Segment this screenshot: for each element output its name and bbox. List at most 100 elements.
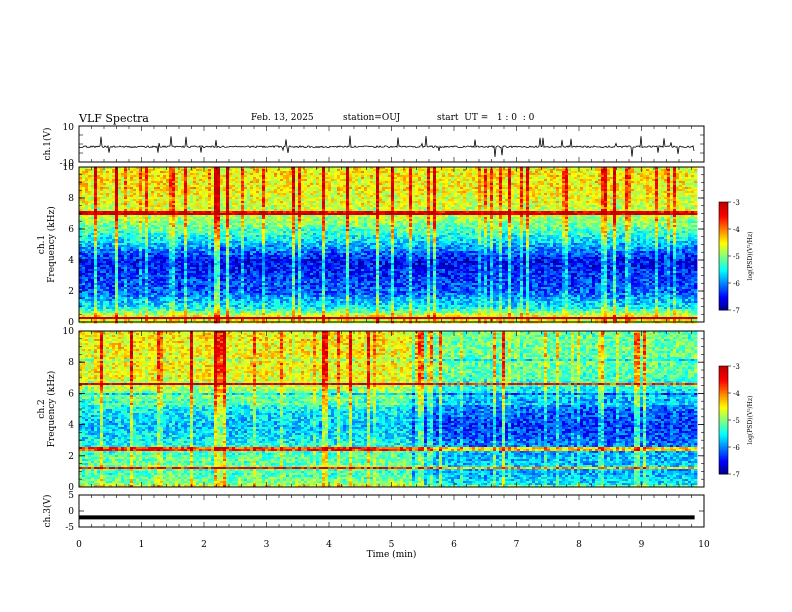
ch1-spectrogram-colorbar-cell [719,286,728,289]
ch2-spectrogram-colorbar-cell [719,384,728,387]
ch1-spectrogram-heatmap [79,167,698,324]
ch1-spectrogram-colorbar-cell [719,290,728,293]
ch2-spectrogram-colorbar-cell [719,402,728,405]
ch2-spectrogram-colorbar-cell [719,427,728,430]
ch1-spectrogram-colorbar-cell [719,216,728,219]
ch2-spectrogram-colorbar-cell [719,448,728,452]
ch2-spectrogram-colorbar-cell [719,375,728,378]
ch1-spectrogram-colorbar-cell [719,263,728,266]
ch1-spectrogram-colorbar-cell [719,268,728,271]
ch2-spectrogram-colorbar-cell [719,366,728,369]
ch1-spectrogram-colorbar-cell [719,232,728,235]
ch2-spectrogram-colorbar-cell [719,441,728,444]
ch3-ytick-label: 0 [68,507,74,517]
ch2-spectrogram-colorbar-cell [719,373,728,376]
ch1-spectrogram-colorbar-cell [719,279,728,282]
ch2-spectrogram-colorbar-cell [719,447,728,450]
ch1-spectrogram-colorbar-cell [719,225,728,228]
ch1-spectrogram-colorbar-cell [719,299,728,302]
ch1-spectrogram-colorbar-cell [719,254,728,257]
ch1-spectrogram-colorbar-cell [719,277,728,280]
ch1-spectrogram-colorbar-cell [719,229,728,232]
ch3-waveform-ylabel: ch.3(V) [42,495,53,528]
ch1-spectrogram-colorbar-cell [719,223,728,226]
x-tick-label: 2 [201,540,207,550]
ch2-spectrogram-colorbar-cell [719,434,728,437]
ch1-spectrogram-colorbar-cell [719,220,728,223]
ch2-spectrogram-colorbar-cell [719,411,728,414]
ch2-spectrogram-colorbar-cell [719,463,728,466]
ch2-spectrogram-colorbar-tick-label: -4 [733,390,740,398]
ch2-spectrogram-ylabel-channel: ch.2 [37,399,47,418]
ch1-spectrogram-colorbar-cell [719,295,728,298]
ch2-spectrogram-ytick-label: 6 [68,389,74,399]
ch2-spectrogram-colorbar-tick-label: -5 [733,417,740,425]
ch1-spectrogram-ytick-label: 2 [68,287,74,297]
ch2-spectrogram-ytick-label: 2 [68,452,74,462]
ch2-spectrogram-colorbar-cell [719,387,728,390]
ch2-spectrogram-colorbar-cell [719,403,728,407]
ch2-spectrogram-colorbar-cell [719,450,728,453]
ch1-spectrogram-colorbar-cell [719,266,728,270]
ch2-spectrogram-colorbar-cell [719,393,728,396]
ch1-spectrogram-colorbar-tick-label: -6 [733,280,740,288]
ch1-spectrogram-colorbar-cell [719,250,728,253]
ch1-spectrogram-colorbar-cell [719,288,728,291]
ch2-spectrogram-colorbar-cell [719,405,728,408]
x-tick-label: 5 [389,540,395,550]
x-tick-label: 1 [139,540,145,550]
ch2-spectrogram-colorbar-cell [719,439,728,443]
ch2-spectrogram-colorbar-label: log(PSD)(V²/Hz) [747,396,754,445]
ch2-spectrogram-colorbar-cell [719,367,728,371]
ch2-spectrogram-colorbar-cell [719,438,728,441]
ch2-spectrogram-colorbar-cell [719,389,728,392]
ch1-spectrogram-colorbar-tick-label: -7 [733,307,740,315]
ch2-spectrogram-colorbar-cell [719,416,728,419]
ch1-spectrogram-colorbar-cell [719,247,728,250]
ch2-spectrogram-colorbar-cell [719,456,728,459]
ch2-spectrogram-ytick-label: 8 [68,358,74,368]
ch1-spectrogram-ytick-label: 4 [68,256,74,266]
ch1-spectrogram-ytick-label: 6 [68,225,74,235]
ch1-spectrogram-colorbar-cell [719,202,728,205]
ch1-spectrogram-colorbar-cell [719,274,728,277]
ch1-spectrogram-colorbar-cell [719,252,728,255]
x-tick-label: 3 [264,540,270,550]
x-tick-label: 7 [514,540,520,550]
station-label: station=OUJ [343,113,400,123]
ch2-spectrogram-ytick-label: 0 [68,483,74,493]
ch1-spectrogram-colorbar-cell [719,257,728,261]
ch2-spectrogram-colorbar-cell [719,425,728,428]
ch1-spectrogram-colorbar-tick-label: -3 [733,199,740,207]
ch1-spectrogram-colorbar-cell [719,203,728,207]
ch1-spectrogram-colorbar-tick-label: -4 [733,226,740,234]
ch1-spectrogram-colorbar-cell [719,214,728,217]
x-tick-label: 9 [639,540,645,550]
date-label: Feb. 13, 2025 [251,113,314,123]
ch1-spectrogram-colorbar-cell [719,211,728,214]
ch2-spectrogram-colorbar-cell [719,409,728,412]
ch1-spectrogram-colorbar-cell [719,297,728,300]
ch2-spectrogram-colorbar-cell [719,461,728,464]
ch1-spectrogram-colorbar-cell [719,248,728,252]
ch2-spectrogram-colorbar-cell [719,400,728,403]
ch1-spectrogram-colorbar-cell [719,230,728,234]
ch1-ytick-label: 10 [63,123,75,133]
ch1-spectrogram-colorbar-cell [719,218,728,221]
ch2-spectrogram-colorbar-cell [719,378,728,381]
ch1-spectrogram-colorbar-cell [719,234,728,237]
ch2-spectrogram-colorbar-cell [719,436,728,439]
ch1-waveform-ylabel: ch.1(V) [42,128,53,161]
ch2-spectrogram-colorbar-cell [719,466,728,470]
ch2-spectrogram-colorbar-cell [719,465,728,468]
ch1-spectrogram-colorbar-cell [719,281,728,284]
ch2-spectrogram-colorbar-cell [719,369,728,372]
ch2-spectrogram-colorbar-cell [719,454,728,457]
ch2-spectrogram-colorbar-cell [719,382,728,385]
ch2-spectrogram-colorbar-cell [719,443,728,446]
ch2-spectrogram-colorbar-cell [719,396,728,399]
ch1-spectrogram-colorbar-cell [719,256,728,259]
ch1-spectrogram-ytick-label: 8 [68,194,74,204]
ch2-spectrogram-colorbar-cell [719,418,728,421]
ch1-spectrogram-colorbar-cell [719,265,728,268]
